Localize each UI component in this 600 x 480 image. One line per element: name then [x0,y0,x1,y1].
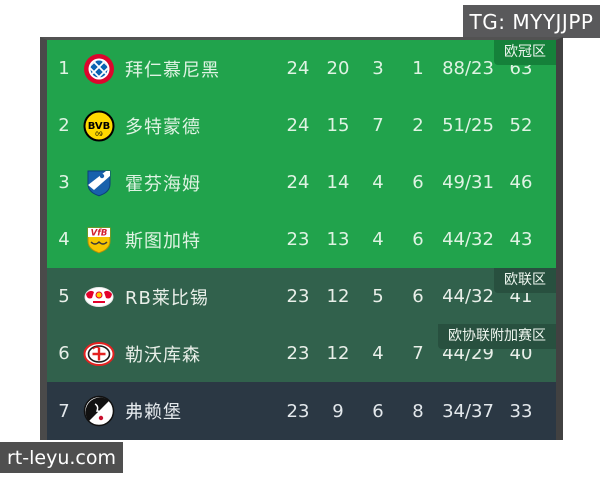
rank-cell: 5 [58,286,70,307]
stat-losses: 1 [412,58,424,79]
hoffenheim-logo-icon [83,167,115,199]
team-name: 斯图加特 [125,230,201,252]
stat-points: 46 [509,172,533,193]
team-name: 霍芬海姆 [125,173,201,195]
dortmund-logo-icon: BVB 09 [83,110,115,142]
stat-wins: 9 [332,400,344,422]
leverkusen-logo-icon [83,338,115,370]
table-row: 3 霍芬海姆 24 14 4 6 49/31 46 [47,154,556,211]
table-row: 5 RB莱比锡 23 12 5 6 44/32 41 [47,268,556,325]
team-name: 拜仁慕尼黑 [125,59,220,81]
stat-wins: 15 [326,115,350,136]
stat-goals: 34/37 [442,400,494,422]
rank-cell: 4 [58,229,70,250]
zone-badge-conference-playoff: 欧协联附加赛区 [438,324,556,349]
rank-cell: 3 [58,172,70,193]
tg-contact-badge: TG: MYYJJPP [463,5,600,38]
stat-draws: 4 [372,172,384,193]
freiburg-logo-icon [83,395,115,427]
stat-played: 23 [286,343,310,364]
stat-goals: 49/31 [442,172,494,193]
stat-goals: 44/32 [442,229,494,250]
stat-losses: 6 [412,172,424,193]
stat-played: 24 [286,58,310,79]
stat-wins: 20 [326,58,350,79]
stat-losses: 6 [412,229,424,250]
stat-points: 43 [509,229,533,250]
stat-draws: 7 [372,115,384,136]
team-name: RB莱比锡 [125,287,209,309]
team-name: 弗赖堡 [125,402,182,423]
rb-leipzig-logo-icon [83,281,115,313]
stat-played: 23 [286,229,310,250]
tg-contact-label: TG: MYYJJPP [469,9,594,34]
stat-losses: 7 [412,343,424,364]
site-watermark: rt-leyu.com [0,442,123,473]
bvb-year-text: 09 [95,131,103,138]
bvb-text: BVB [88,121,111,132]
stat-draws: 4 [372,229,384,250]
rank-cell: 6 [58,343,70,364]
stat-losses: 6 [412,286,424,307]
stat-played: 24 [286,172,310,193]
stat-points: 52 [509,115,533,136]
stat-wins: 13 [326,229,350,250]
stat-wins: 12 [326,286,350,307]
stat-losses: 8 [412,400,424,422]
rank-cell: 7 [58,400,70,422]
stat-wins: 12 [326,343,350,364]
table-row: 2 BVB 09 多特蒙德 24 15 7 2 51/25 52 [47,97,556,154]
section-europa-zone: 欧联区 欧协联附加赛区 5 RB莱比锡 23 12 5 6 44/32 41 [47,268,556,382]
stat-played: 23 [286,400,310,422]
stat-points: 33 [509,400,533,422]
rank-cell: 1 [58,58,70,79]
table-row: 7 弗赖堡 23 9 6 8 34/37 33 [47,382,556,440]
stat-goals: 51/25 [442,115,494,136]
vfb-text: VfB [91,228,108,238]
stat-goals: 44/32 [442,286,494,307]
stat-played: 23 [286,286,310,307]
rank-cell: 2 [58,115,70,136]
team-name: 勒沃库森 [125,344,201,366]
stat-draws: 6 [372,400,384,422]
stat-draws: 5 [372,286,384,307]
stat-draws: 3 [372,58,384,79]
stuttgart-logo-icon: VfB [83,224,115,256]
stat-draws: 4 [372,343,384,364]
stat-played: 24 [286,115,310,136]
section-midtable: 7 弗赖堡 23 9 6 8 34/37 33 [47,382,556,440]
team-name: 多特蒙德 [125,116,201,138]
standings-table: 欧冠区 1 拜仁慕尼黑 24 20 3 1 88/23 [40,37,563,440]
site-watermark-label: rt-leyu.com [7,446,116,469]
section-champions-zone: 欧冠区 1 拜仁慕尼黑 24 20 3 1 88/23 [47,40,556,268]
zone-badge-champions: 欧冠区 [494,40,556,65]
stat-goals: 88/23 [442,58,494,79]
stat-wins: 14 [326,172,350,193]
table-row: 4 VfB 斯图加特 23 13 4 6 44/32 43 [47,211,556,268]
zone-badge-europa: 欧联区 [494,268,556,293]
table-row: 1 拜仁慕尼黑 24 20 3 1 88/23 63 [47,40,556,97]
stat-losses: 2 [412,115,424,136]
bayern-munich-logo-icon [83,53,115,85]
